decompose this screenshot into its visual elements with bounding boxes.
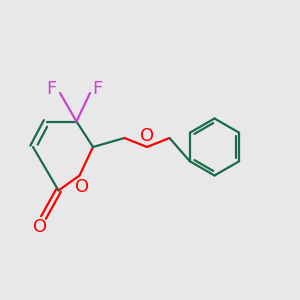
Text: F: F [46, 80, 57, 98]
Text: F: F [92, 80, 103, 98]
Text: O: O [140, 127, 154, 145]
Text: O: O [33, 218, 48, 236]
Text: O: O [75, 178, 90, 196]
